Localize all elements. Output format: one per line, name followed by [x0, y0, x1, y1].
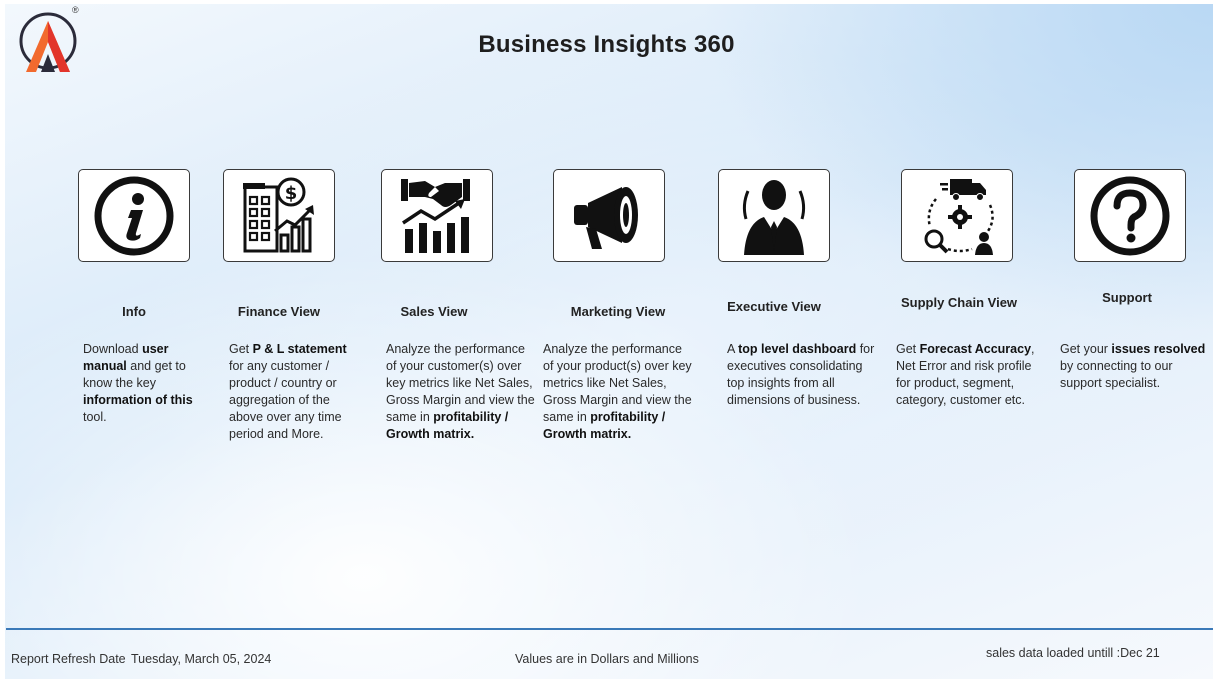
registered-mark: ®: [72, 5, 79, 15]
supply-chain-cycle-icon: [924, 178, 994, 255]
supply-chain-view-description-text-0: Get: [896, 342, 920, 356]
info-description-text-2: and get to know the key: [83, 359, 186, 390]
support-description: Get your issues resolved by connecting t…: [1060, 341, 1208, 392]
marketing-view-card-button[interactable]: [553, 169, 665, 262]
page-title: Business Insights 360: [478, 31, 735, 58]
atliq-logo-icon: [19, 12, 77, 72]
refresh-date-label: Report Refresh Date: [11, 652, 126, 666]
svg-text:$: $: [285, 183, 298, 204]
executive-person-icon: [742, 179, 806, 255]
marketing-view-description-text-1: profitability / Growth matrix.: [543, 410, 666, 441]
info-icon: [94, 176, 174, 255]
finance-building-chart-icon: $: [243, 177, 314, 252]
support-description-text-1: issues resolved: [1111, 342, 1206, 356]
support-card-button[interactable]: [1074, 169, 1186, 262]
info-label: Info: [122, 304, 146, 319]
supply-chain-view-description: Get Forecast Accuracy, Net Error and ris…: [896, 341, 1038, 409]
atliq-logo: ®: [12, 5, 84, 76]
finance-view-description-text-1: P & L statement: [252, 342, 347, 356]
footer-divider: [6, 628, 1213, 630]
marketing-view-description: Analyze the performance of your product(…: [543, 341, 695, 443]
supply-chain-view-card-button[interactable]: [901, 169, 1013, 262]
sales-loaded-note: sales data loaded untill :Dec 21: [986, 646, 1160, 660]
finance-view-description-text-2: for any customer / product / country or …: [229, 359, 342, 441]
executive-view-description-text-1: top level dashboard: [738, 342, 857, 356]
sales-view-card-button[interactable]: [381, 169, 493, 262]
finance-view-label: Finance View: [237, 304, 321, 319]
megaphone-icon: [574, 186, 638, 249]
finance-view-card-button[interactable]: $: [223, 169, 335, 262]
finance-view-description-text-0: Get: [229, 342, 253, 356]
left-edge: [0, 0, 5, 679]
executive-view-label: Executive View: [727, 299, 821, 314]
supply-chain-view-label: Supply Chain View: [900, 295, 1018, 310]
marketing-view-label: Marketing View: [570, 304, 666, 319]
info-description-text-4: tool.: [83, 410, 107, 424]
units-note: Values are in Dollars and Millions: [515, 652, 699, 666]
support-label: Support: [1102, 290, 1152, 305]
support-description-text-0: Get your: [1060, 342, 1112, 356]
marketing-view-description-text-0: Analyze the performance of your product(…: [543, 342, 692, 424]
sales-view-description-text-0: Analyze the performance of your customer…: [386, 342, 535, 424]
sales-view-description: Analyze the performance of your customer…: [386, 341, 538, 443]
info-description-text-3: information of this: [83, 393, 193, 407]
info-description-text-0: Download: [83, 342, 143, 356]
supply-chain-view-description-text-2: , Net Error and risk profile for product…: [896, 342, 1035, 407]
support-description-text-2: by connecting to our support specialist.: [1060, 359, 1173, 390]
supply-chain-view-description-text-1: Forecast Accuracy: [919, 342, 1032, 356]
sales-view-label: Sales View: [400, 304, 468, 319]
executive-view-card-button[interactable]: [718, 169, 830, 262]
executive-view-description-text-2: for executives consolidating top insight…: [727, 342, 875, 407]
refresh-date-value: Tuesday, March 05, 2024: [131, 652, 272, 666]
info-description-text-1: user manual: [83, 342, 169, 373]
sales-view-description-text-1: profitability / Growth matrix.: [386, 410, 509, 441]
question-mark-icon: [1090, 176, 1170, 255]
executive-view-description-text-0: A: [727, 342, 739, 356]
top-edge: [0, 0, 1213, 4]
executive-view-description: A top level dashboard for executives con…: [727, 341, 879, 409]
finance-view-description: Get P & L statement for any customer / p…: [229, 341, 359, 443]
info-card-button[interactable]: [78, 169, 190, 262]
info-description: Download user manual and get to know the…: [83, 341, 201, 426]
handshake-growth-icon: [401, 178, 470, 253]
